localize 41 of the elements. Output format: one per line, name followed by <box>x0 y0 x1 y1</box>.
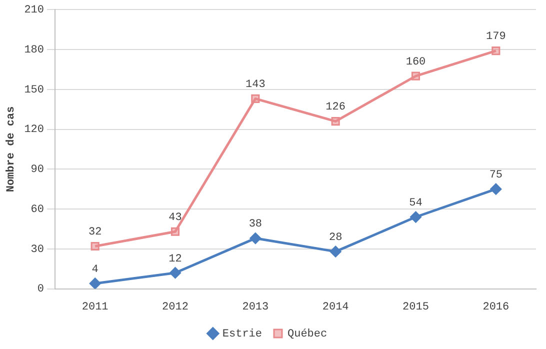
data-label: 28 <box>328 232 342 244</box>
point <box>492 46 500 56</box>
point <box>170 267 182 279</box>
data-label: 54 <box>409 197 423 210</box>
x-tick-label: 2016 <box>482 301 510 314</box>
point <box>90 242 100 251</box>
data-label: 38 <box>248 218 262 231</box>
y-tick-label: 0 <box>37 284 44 296</box>
x-tick-label: 2015 <box>402 301 429 314</box>
point <box>331 116 340 126</box>
data-label: 43 <box>168 212 182 224</box>
y-tick-label: 30 <box>30 244 44 256</box>
point <box>411 72 420 80</box>
x-tick-label: 2014 <box>322 301 350 314</box>
legend-label: Estrie <box>222 328 262 340</box>
point <box>330 246 342 258</box>
data-label: 12 <box>168 253 182 266</box>
data-label: 179 <box>486 31 506 44</box>
data-label: 160 <box>406 56 426 68</box>
data-label: 143 <box>246 79 266 92</box>
x-tick-label: 2013 <box>242 301 269 314</box>
y-tick-label: 60 <box>30 204 44 216</box>
point <box>89 278 101 289</box>
legend-label: Québec <box>288 328 328 340</box>
point <box>251 94 260 103</box>
y-axis-title: Nombre de cas <box>5 106 18 192</box>
data-label: 126 <box>326 102 346 114</box>
y-tick-label: 180 <box>24 44 44 56</box>
data-label: 4 <box>92 264 99 276</box>
y-tick-label: 210 <box>24 4 44 17</box>
y-tick-label: 120 <box>24 124 44 136</box>
point <box>250 232 262 244</box>
y-tick-label: 150 <box>24 84 44 96</box>
point <box>170 227 180 236</box>
data-label: 75 <box>489 169 503 182</box>
point <box>490 183 502 195</box>
data-label: 32 <box>88 226 102 239</box>
x-tick-label: 2011 <box>82 301 109 314</box>
y-tick-label: 90 <box>30 164 44 176</box>
point <box>410 211 422 223</box>
x-tick-label: 2012 <box>162 301 188 314</box>
